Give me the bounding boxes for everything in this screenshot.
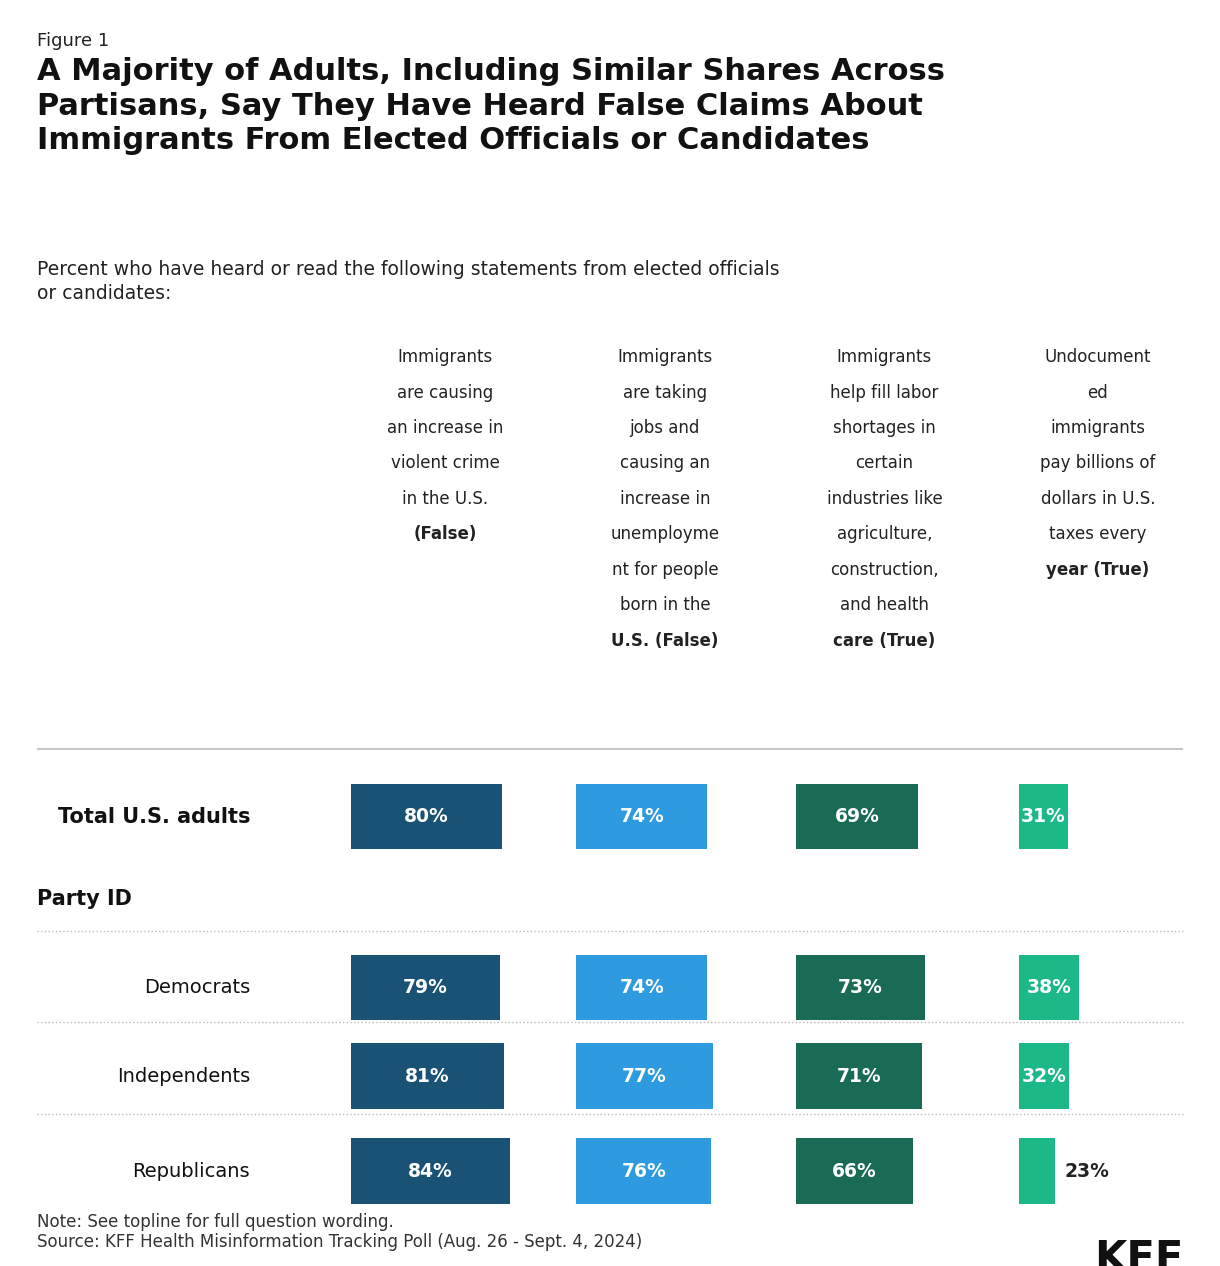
Text: ed: ed — [1087, 384, 1109, 401]
Text: 77%: 77% — [622, 1066, 667, 1086]
Text: causing an: causing an — [620, 454, 710, 472]
FancyBboxPatch shape — [577, 1043, 712, 1109]
Text: are causing: are causing — [398, 384, 493, 401]
FancyBboxPatch shape — [351, 784, 503, 849]
Text: 38%: 38% — [1026, 977, 1071, 998]
Text: 31%: 31% — [1021, 806, 1065, 827]
Text: certain: certain — [855, 454, 914, 472]
Text: Democrats: Democrats — [144, 977, 250, 998]
Text: KFF: KFF — [1094, 1238, 1183, 1266]
Text: 23%: 23% — [1065, 1161, 1110, 1181]
FancyBboxPatch shape — [1019, 784, 1068, 849]
FancyBboxPatch shape — [577, 1138, 711, 1204]
Text: nt for people: nt for people — [611, 561, 719, 579]
Text: jobs and: jobs and — [630, 419, 700, 437]
Text: 32%: 32% — [1021, 1066, 1066, 1086]
Text: shortages in: shortages in — [833, 419, 936, 437]
FancyBboxPatch shape — [795, 784, 919, 849]
Text: violent crime: violent crime — [390, 454, 500, 472]
FancyBboxPatch shape — [1019, 955, 1078, 1020]
Text: A Majority of Adults, Including Similar Shares Across
Partisans, Say They Have H: A Majority of Adults, Including Similar … — [37, 57, 944, 156]
Text: 81%: 81% — [405, 1066, 450, 1086]
Text: in the U.S.: in the U.S. — [403, 490, 488, 508]
Text: Percent who have heard or read the following statements from elected officials
o: Percent who have heard or read the follo… — [37, 260, 780, 303]
Text: and health: and health — [841, 596, 928, 614]
Text: Note: See topline for full question wording.: Note: See topline for full question word… — [37, 1213, 393, 1231]
Text: pay billions of: pay billions of — [1041, 454, 1155, 472]
Text: 71%: 71% — [837, 1066, 881, 1086]
Text: 74%: 74% — [620, 977, 664, 998]
Text: 69%: 69% — [834, 806, 880, 827]
FancyBboxPatch shape — [577, 955, 708, 1020]
Text: Immigrants: Immigrants — [617, 348, 712, 366]
Text: Immigrants: Immigrants — [398, 348, 493, 366]
Text: Independents: Independents — [117, 1066, 250, 1086]
Text: an increase in: an increase in — [387, 419, 504, 437]
Text: Source: KFF Health Misinformation Tracking Poll (Aug. 26 - Sept. 4, 2024): Source: KFF Health Misinformation Tracki… — [37, 1233, 642, 1251]
Text: Undocument: Undocument — [1044, 348, 1152, 366]
FancyBboxPatch shape — [1019, 1043, 1070, 1109]
FancyBboxPatch shape — [795, 1138, 913, 1204]
Text: are taking: are taking — [623, 384, 706, 401]
Text: born in the: born in the — [620, 596, 710, 614]
FancyBboxPatch shape — [351, 955, 500, 1020]
Text: dollars in U.S.: dollars in U.S. — [1041, 490, 1155, 508]
Text: construction,: construction, — [830, 561, 939, 579]
Text: immigrants: immigrants — [1050, 419, 1146, 437]
Text: Republicans: Republicans — [133, 1161, 250, 1181]
FancyBboxPatch shape — [351, 1043, 504, 1109]
Text: year (True): year (True) — [1047, 561, 1149, 579]
Text: taxes every: taxes every — [1049, 525, 1147, 543]
Text: care (True): care (True) — [833, 632, 936, 649]
Text: industries like: industries like — [827, 490, 942, 508]
FancyBboxPatch shape — [795, 1043, 921, 1109]
Text: 80%: 80% — [404, 806, 449, 827]
FancyBboxPatch shape — [577, 784, 708, 849]
FancyBboxPatch shape — [1019, 1138, 1055, 1204]
Text: 79%: 79% — [403, 977, 448, 998]
Text: unemployme: unemployme — [610, 525, 720, 543]
Text: Immigrants: Immigrants — [837, 348, 932, 366]
Text: increase in: increase in — [620, 490, 710, 508]
Text: (False): (False) — [414, 525, 477, 543]
FancyBboxPatch shape — [351, 1138, 510, 1204]
Text: Total U.S. adults: Total U.S. adults — [57, 806, 250, 827]
Text: Figure 1: Figure 1 — [37, 32, 109, 49]
FancyBboxPatch shape — [795, 955, 925, 1020]
Text: 76%: 76% — [621, 1161, 666, 1181]
Text: 74%: 74% — [620, 806, 664, 827]
Text: U.S. (False): U.S. (False) — [611, 632, 719, 649]
Text: agriculture,: agriculture, — [837, 525, 932, 543]
Text: 66%: 66% — [832, 1161, 877, 1181]
Text: help fill labor: help fill labor — [831, 384, 938, 401]
Text: 73%: 73% — [838, 977, 883, 998]
Text: Party ID: Party ID — [37, 889, 132, 909]
Text: 84%: 84% — [407, 1161, 453, 1181]
